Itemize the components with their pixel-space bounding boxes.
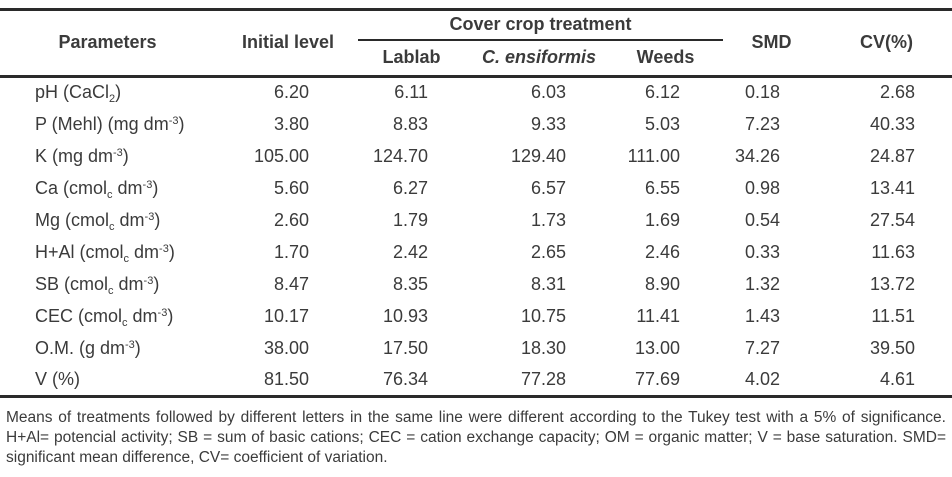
parameter-label: H+Al (cmolc dm-3) (35, 241, 175, 265)
value-cell: 77.69 (634, 368, 681, 389)
table-row: O.M. (g dm-3) 38.00 17.50 18.30 13.00 7.27 39.… (0, 332, 952, 364)
value-cell: 11.41 (636, 305, 681, 326)
value-cell: 11.63 (871, 241, 916, 262)
table-body: pH (CaCl2) 6.20 6.11 6.03 6.12 0.18 2.68 P (Meh… (0, 76, 952, 396)
parameter-label: Ca (cmolc dm-3) (35, 177, 159, 201)
value-cell: 10.93 (382, 305, 428, 326)
parameter-label: K (mg dm-3) (35, 145, 129, 166)
table-row: pH (CaCl2) 6.20 6.11 6.03 6.12 0.18 2.68 (0, 76, 952, 108)
value-cell: 2.68 (879, 82, 916, 103)
header-initial-level: Initial level (241, 32, 335, 53)
value-cell: 6.57 (530, 177, 566, 198)
value-cell: 10.17 (263, 305, 309, 326)
value-cell: 1.79 (392, 209, 428, 230)
value-cell: 76.34 (382, 368, 428, 389)
value-cell: 6.12 (644, 82, 681, 103)
value-cell: 40.33 (869, 113, 916, 134)
value-cell: 8.47 (273, 273, 309, 294)
parameter-label: Mg (cmolc dm-3) (35, 209, 161, 233)
value-cell: 13.72 (869, 273, 916, 294)
value-cell: 8.35 (392, 273, 428, 294)
value-cell: 3.80 (273, 113, 309, 134)
value-cell: 2.42 (392, 241, 428, 262)
header-c-ensiformis: C. ensiformis (481, 47, 597, 68)
header-cv: CV(%) (860, 32, 914, 53)
value-cell: 2.46 (644, 241, 681, 262)
value-cell: 13.00 (634, 337, 681, 358)
value-cell: 8.83 (392, 113, 428, 134)
parameter-label: SB (cmolc dm-3) (35, 273, 160, 297)
cover-crop-treatment-label: Cover crop treatment (358, 11, 724, 41)
value-cell: 6.11 (394, 82, 428, 103)
value-cell: 9.33 (530, 113, 566, 134)
value-cell: 1.69 (644, 209, 681, 230)
value-cell: 1.43 (744, 305, 781, 326)
value-cell: 5.03 (644, 113, 681, 134)
value-cell: 0.54 (744, 209, 781, 230)
value-cell: 5.60 (273, 177, 309, 198)
value-cell: 18.30 (520, 337, 566, 358)
soil-parameters-table: Parameters Initial level Cover crop trea… (0, 8, 952, 398)
value-cell: 10.75 (520, 305, 566, 326)
header-cover-crop-treatment: Cover crop treatment (345, 10, 724, 41)
value-cell: 1.73 (530, 209, 566, 230)
value-cell: 11.51 (871, 305, 916, 326)
value-cell: 13.41 (869, 177, 916, 198)
header-weeds: Weeds (636, 47, 695, 68)
table-header: Parameters Initial level Cover crop trea… (0, 10, 952, 76)
parameter-label: CEC (cmolc dm-3) (35, 305, 174, 329)
value-cell: 105.00 (253, 145, 309, 166)
table-footnote: Means of treatments followed by differen… (6, 408, 946, 466)
value-cell: 8.31 (530, 273, 566, 294)
table-row: H+Al (cmolc dm-3) 1.70 2.42 2.65 2.46 0.33 11.… (0, 236, 952, 268)
parameter-label: P (Mehl) (mg dm-3) (35, 113, 185, 134)
value-cell: 77.28 (520, 368, 566, 389)
value-cell: 81.50 (263, 368, 309, 389)
value-cell: 8.90 (644, 273, 681, 294)
value-cell: 129.40 (510, 145, 566, 166)
value-cell: 1.32 (744, 273, 781, 294)
value-cell: 24.87 (869, 145, 916, 166)
table-row: K (mg dm-3) 105.00 124.70 129.40 111.00 34.26… (0, 140, 952, 172)
value-cell: 0.98 (744, 177, 781, 198)
header-row-1: Parameters Initial level Cover crop trea… (0, 10, 952, 52)
value-cell: 7.23 (744, 113, 781, 134)
value-cell: 6.03 (530, 82, 566, 103)
value-cell: 39.50 (869, 337, 916, 358)
table-row: P (Mehl) (mg dm-3) 3.80 8.83 9.33 5.03 7.23 40… (0, 108, 952, 140)
value-cell: 0.33 (744, 241, 781, 262)
value-cell: 4.61 (879, 368, 916, 389)
value-cell: 0.18 (744, 82, 781, 103)
header-lablab: Lablab (382, 47, 441, 68)
table-row: V (%) 81.50 76.34 77.28 77.69 4.02 4.61 (0, 364, 952, 396)
value-cell: 17.50 (382, 337, 428, 358)
value-cell: 6.27 (392, 177, 428, 198)
value-cell: 2.60 (273, 209, 309, 230)
table-row: SB (cmolc dm-3) 8.47 8.35 8.31 8.90 1.32 13.72 (0, 268, 952, 300)
value-cell: 1.70 (273, 241, 309, 262)
value-cell: 38.00 (263, 337, 309, 358)
header-parameters: Parameters (58, 32, 157, 53)
value-cell: 2.65 (530, 241, 566, 262)
parameter-label: O.M. (g dm-3) (35, 337, 141, 358)
value-cell: 4.02 (744, 368, 781, 389)
value-cell: 6.20 (273, 82, 309, 103)
value-cell: 34.26 (734, 145, 781, 166)
value-cell: 111.00 (627, 145, 681, 166)
table-row: CEC (cmolc dm-3) 10.17 10.93 10.75 11.41 1.43… (0, 300, 952, 332)
table-row: Mg (cmolc dm-3) 2.60 1.79 1.73 1.69 0.54 27.54 (0, 204, 952, 236)
value-cell: 6.55 (644, 177, 681, 198)
parameter-label: pH (CaCl2) (35, 82, 122, 106)
value-cell: 27.54 (869, 209, 916, 230)
value-cell: 7.27 (744, 337, 781, 358)
value-cell: 124.70 (372, 145, 428, 166)
parameter-label: V (%) (35, 368, 80, 389)
header-row-2: Lablab C. ensiformis Weeds (0, 41, 952, 76)
header-smd: SMD (751, 32, 792, 53)
table-row: Ca (cmolc dm-3) 5.60 6.27 6.57 6.55 0.98 13.41 (0, 172, 952, 204)
